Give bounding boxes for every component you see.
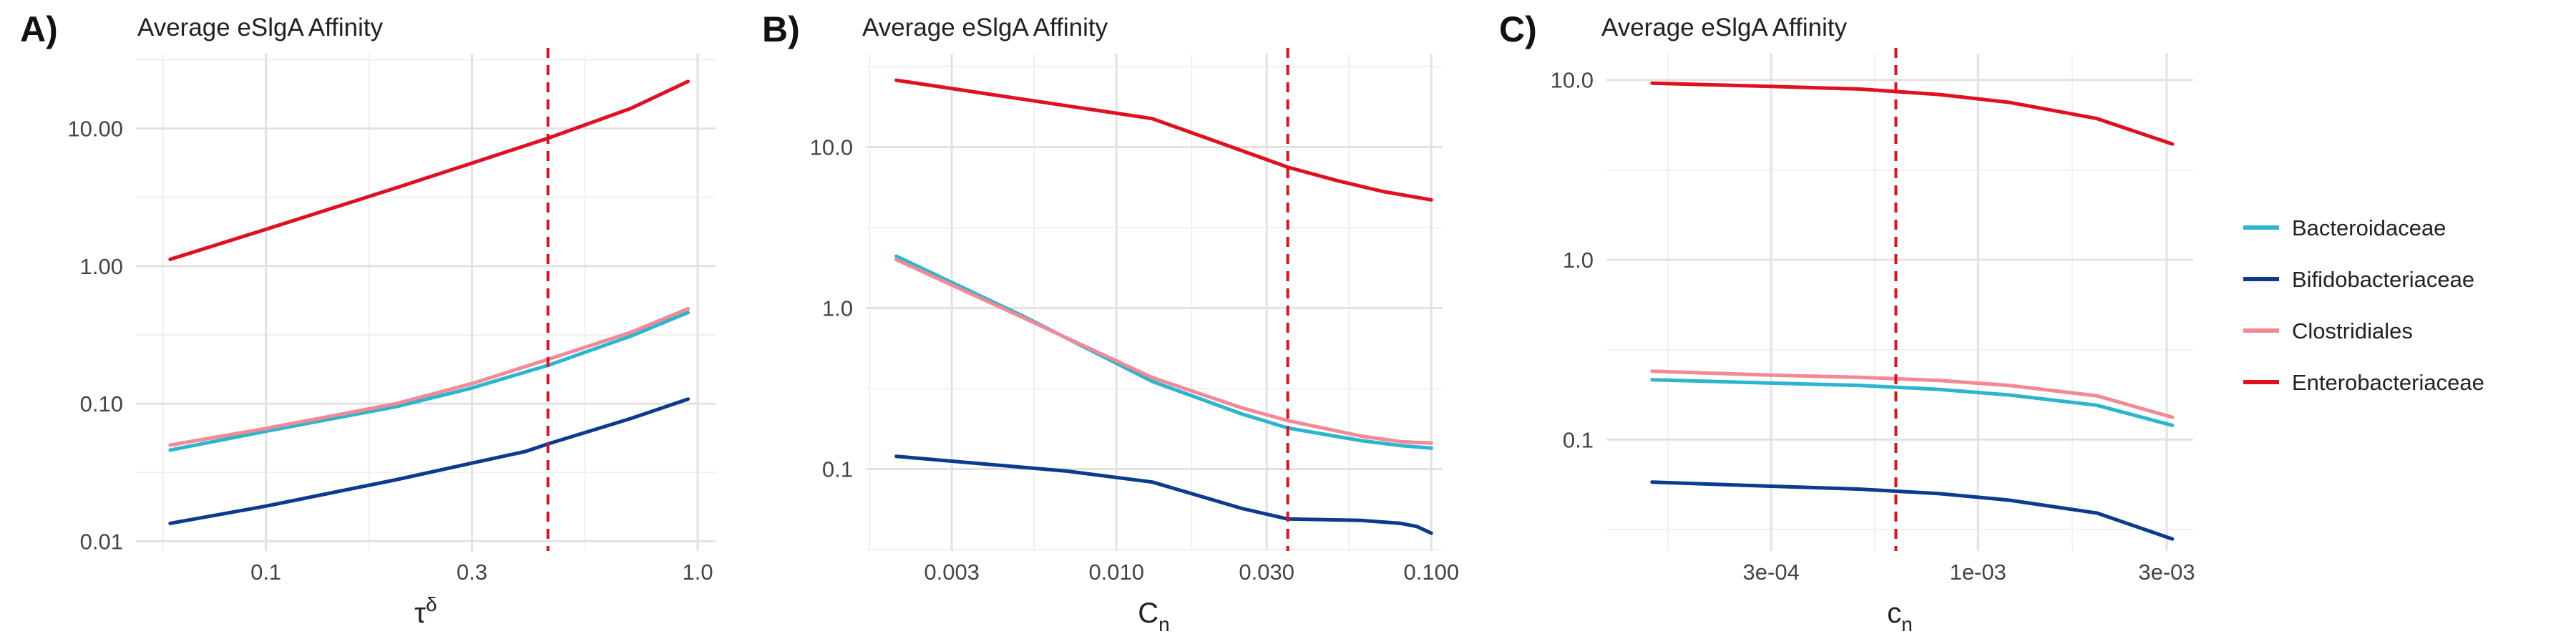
x-axis-label-base: C bbox=[1138, 597, 1158, 629]
panel-label: C) bbox=[1499, 9, 1537, 49]
x-axis-label: τδ bbox=[414, 593, 436, 629]
x-tick-label: 3e-04 bbox=[1743, 560, 1800, 585]
y-tick-label: 10.00 bbox=[67, 117, 123, 142]
x-axis-label-base: c bbox=[1887, 597, 1901, 629]
series-line-clostridiales bbox=[894, 258, 1433, 445]
chart-title: Average eSlgA Affinity bbox=[137, 14, 384, 42]
panel-1: 0.1 0.3 1.0 0.01 0.10 1.00 10.00 A) Average eSlg… bbox=[20, 9, 716, 629]
x-tick-label: 0.030 bbox=[1239, 560, 1294, 585]
y-tick-label: 0.1 bbox=[1563, 427, 1594, 452]
panel-label: B) bbox=[762, 9, 800, 49]
series-line-bacteroidaceae bbox=[894, 254, 1433, 450]
legend-item: Enterobacteriaceae bbox=[2243, 370, 2484, 395]
x-tick-label: 1.0 bbox=[682, 560, 713, 585]
x-tick-label: 0.100 bbox=[1404, 560, 1460, 585]
chart-title: Average eSlgA Affinity bbox=[1601, 14, 1848, 42]
series-line-clostridiales bbox=[168, 306, 691, 447]
x-axis-label-subscript: n bbox=[1901, 613, 1913, 635]
y-tick-label: 0.10 bbox=[80, 391, 123, 416]
y-tick-label: 10.0 bbox=[1551, 68, 1594, 93]
legend-label: Bacteroidaceae bbox=[2292, 215, 2446, 240]
legend-item: Bacteroidaceae bbox=[2243, 215, 2446, 240]
legend: Bacteroidaceae Bifidobacteriaceae Clostrid… bbox=[2243, 215, 2484, 395]
series-line-bacteroidaceae bbox=[1650, 378, 2175, 427]
y-tick-label: 1.0 bbox=[822, 296, 853, 321]
series-line-enterobacteriaceae bbox=[168, 79, 691, 261]
x-axis-label-superscript: δ bbox=[426, 593, 437, 615]
legend-item: Clostridiales bbox=[2243, 318, 2413, 343]
x-tick-label: 3e-03 bbox=[2138, 560, 2195, 585]
legend-label: Enterobacteriaceae bbox=[2292, 370, 2484, 395]
legend-label: Clostridiales bbox=[2292, 318, 2413, 343]
x-tick-label: 1e-03 bbox=[1950, 560, 2006, 585]
legend-label: Bifidobacteriaceae bbox=[2292, 267, 2474, 292]
y-tick-label: 0.01 bbox=[80, 529, 123, 554]
x-tick-label: 0.003 bbox=[924, 560, 980, 585]
x-axis-label: Cn bbox=[1138, 597, 1169, 635]
series-line-enterobacteriaceae bbox=[894, 78, 1433, 202]
series-line-bifidobacteriaceae bbox=[168, 397, 691, 525]
y-tick-label: 0.1 bbox=[822, 457, 853, 482]
series-line-bifidobacteriaceae bbox=[1650, 480, 2175, 541]
series-line-enterobacteriaceae bbox=[1650, 81, 2175, 146]
x-axis-label-subscript: n bbox=[1158, 613, 1170, 635]
x-axis-label-base: τ bbox=[414, 597, 426, 629]
y-tick-label: 1.00 bbox=[80, 254, 123, 279]
panel-label: A) bbox=[20, 9, 58, 49]
x-tick-label: 0.3 bbox=[457, 560, 487, 585]
chart-title: Average eSlgA Affinity bbox=[862, 14, 1108, 42]
series-line-clostridiales bbox=[1650, 369, 2175, 419]
series-line-bifidobacteriaceae bbox=[894, 454, 1433, 535]
panel-2: 0.003 0.010 0.030 0.100 0.1 1.0 10.0 B) Average … bbox=[762, 9, 1459, 635]
panel-3: 3e-04 1e-03 3e-03 0.1 1.0 10.0 C) Average eSlgA… bbox=[1499, 9, 2195, 635]
y-tick-label: 1.0 bbox=[1563, 248, 1594, 273]
x-tick-label: 0.010 bbox=[1088, 560, 1144, 585]
legend-item: Bifidobacteriaceae bbox=[2243, 267, 2474, 292]
x-axis-label: cn bbox=[1887, 597, 1913, 635]
x-tick-label: 0.1 bbox=[250, 560, 281, 585]
series-line-bacteroidaceae bbox=[168, 311, 691, 452]
y-tick-label: 10.0 bbox=[810, 135, 853, 160]
